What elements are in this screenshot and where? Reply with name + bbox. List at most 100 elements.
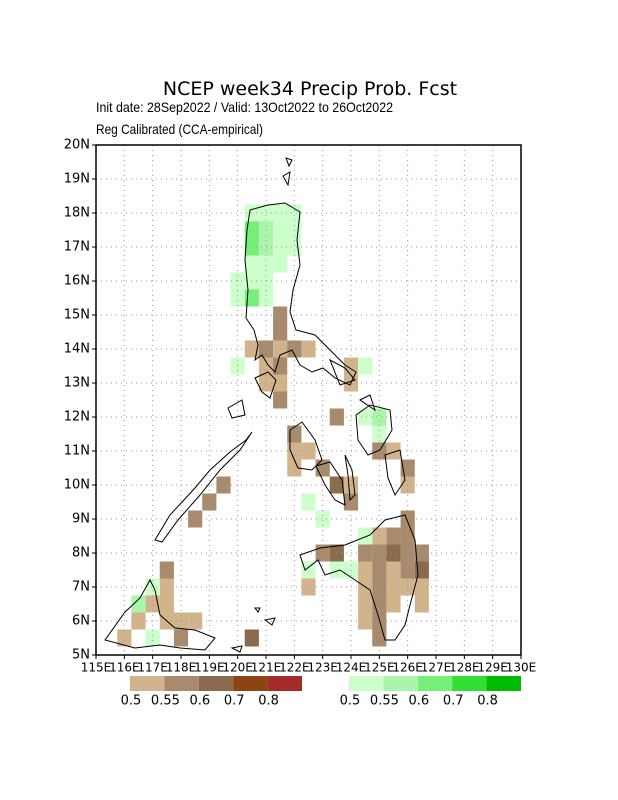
probability-cell [230, 289, 245, 307]
y-tick-label: 9N [72, 512, 90, 527]
probability-cell [287, 425, 302, 443]
y-tick-label: 14N [64, 342, 90, 357]
probability-cell [287, 238, 302, 256]
probability-cell [358, 561, 373, 579]
x-tick-label: 120E [222, 661, 253, 675]
probability-cell [145, 629, 160, 647]
probability-cell [372, 544, 387, 562]
x-tick-label: 115E [81, 661, 112, 675]
legend-label: 0.55 [151, 694, 180, 709]
probability-cell [216, 476, 231, 494]
probability-cell [315, 510, 330, 528]
y-tick-label: 16N [64, 274, 90, 289]
legend-swatch [486, 676, 521, 691]
y-tick-label: 7N [72, 580, 90, 595]
probability-cell [273, 255, 288, 273]
probability-cell [117, 629, 132, 647]
probability-cell [258, 255, 274, 273]
y-tick-label: 18N [64, 206, 90, 221]
legend-label: 0.6 [189, 694, 210, 709]
legend-swatch [452, 676, 487, 691]
x-tick-label: 123E [307, 661, 338, 675]
probability-cell [287, 340, 302, 358]
probability-cell [188, 612, 203, 630]
probability-cell [400, 544, 415, 562]
x-tick-label: 121E [251, 661, 282, 675]
probability-cell [273, 391, 288, 409]
probability-cell [301, 578, 316, 596]
probability-cell [386, 561, 401, 579]
probability-cell [287, 204, 302, 222]
x-tick-label: 126E [392, 661, 423, 675]
probability-cell [273, 204, 288, 222]
probability-cell [315, 459, 330, 477]
x-tick-label: 130E [506, 661, 537, 675]
probability-cell [358, 595, 373, 613]
probability-cell [273, 306, 288, 324]
probability-cell [386, 527, 401, 545]
probability-cell [287, 459, 302, 477]
probability-cell [173, 629, 189, 647]
probability-cell [386, 442, 401, 460]
legend-swatch [267, 676, 302, 691]
legend-swatch [233, 676, 268, 691]
x-tick-label: 118E [166, 661, 197, 675]
x-tick-label: 127E [421, 661, 452, 675]
probability-cell [372, 408, 387, 426]
probability-cell [358, 357, 373, 375]
y-tick-label: 20N [64, 138, 90, 153]
probability-cell [273, 221, 288, 239]
probability-cell [358, 408, 373, 426]
y-tick-label: 8N [72, 546, 90, 561]
legend-label: 0.55 [370, 694, 399, 709]
probability-cell [244, 289, 259, 307]
y-tick-label: 19N [64, 172, 90, 187]
legend-label: 0.5 [121, 694, 142, 709]
probability-cell [273, 374, 288, 392]
x-tick-label: 125E [364, 661, 395, 675]
probability-cell [400, 578, 415, 596]
probability-cell [372, 578, 387, 596]
probability-cell [131, 595, 146, 613]
y-tick-label: 13N [64, 376, 90, 391]
probability-cell [258, 289, 274, 307]
subtitle: Reg Calibrated (CCA-empirical) [96, 121, 263, 137]
probability-cell [273, 238, 288, 256]
x-tick-label: 124E [336, 661, 367, 675]
probability-cell [244, 221, 259, 239]
coastline [104, 157, 419, 653]
x-tick-label: 129E [477, 661, 508, 675]
legend-label: 0.7 [224, 694, 245, 709]
y-tick-label: 5N [72, 648, 90, 663]
probability-cell [244, 255, 259, 273]
y-tick-label: 10N [64, 478, 90, 493]
probability-cell [358, 544, 373, 562]
legend-label: 0.5 [340, 694, 361, 709]
y-tick-label: 15N [64, 308, 90, 323]
subtitle: Init date: 28Sep2022 / Valid: 13Oct2022 … [96, 99, 393, 115]
legend-swatch [198, 676, 234, 691]
probability-cell [145, 595, 160, 613]
x-tick-label: 117E [137, 661, 168, 675]
probability-cell [301, 442, 316, 460]
legend-swatch [130, 676, 165, 691]
probability-cell [301, 340, 316, 358]
y-tick-label: 11N [64, 444, 90, 459]
probability-cell [301, 561, 316, 579]
legend-label: 0.7 [443, 694, 464, 709]
probability-cell [273, 357, 288, 375]
x-tick-label: 122E [279, 661, 310, 675]
probability-cell [188, 510, 203, 528]
legend-swatch [349, 676, 384, 691]
probability-cell [358, 527, 373, 545]
legend-swatch [383, 676, 418, 691]
probability-cell [159, 561, 174, 579]
x-tick-label: 128E [449, 661, 480, 675]
probability-cell [358, 612, 373, 630]
probability-cell [301, 493, 316, 511]
map-frame [95, 144, 522, 656]
legend-swatch [164, 676, 199, 691]
probability-cell [244, 629, 259, 647]
probability-cell [131, 612, 146, 630]
